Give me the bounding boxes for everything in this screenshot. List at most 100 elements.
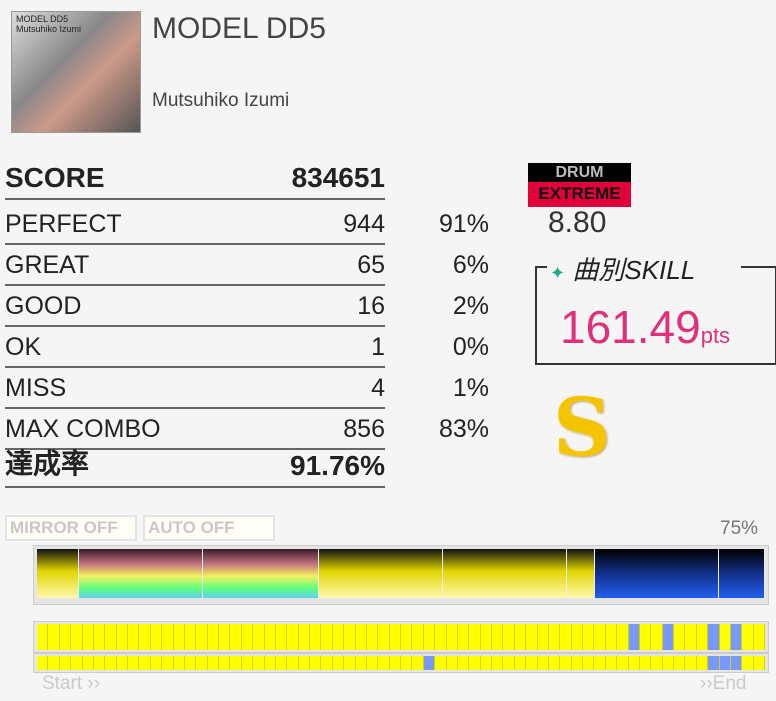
result-label: SCORE <box>5 162 105 193</box>
timeline-cell <box>93 656 106 670</box>
timeline-cell <box>139 656 151 670</box>
timeline-cell <box>71 656 83 670</box>
timeline-cell <box>116 624 128 650</box>
timeline-cell <box>321 624 333 650</box>
timeline-cell <box>355 624 367 650</box>
gauge-segment <box>78 549 203 598</box>
timeline-cell <box>571 624 583 650</box>
timeline-cell <box>730 656 743 670</box>
result-label: OK <box>5 333 42 361</box>
timeline-cell <box>526 624 538 650</box>
timeline-cell <box>480 624 492 650</box>
timeline-cell <box>344 656 356 670</box>
result-row: MAX COMBO 856 83% <box>5 410 489 450</box>
skill-unit: pts <box>700 323 731 348</box>
gauge-segment <box>318 549 444 598</box>
skill-value: 161.49pts <box>560 300 730 354</box>
timeline-cell <box>184 624 197 650</box>
difficulty-level: 8.80 <box>548 206 607 239</box>
timeline-cell <box>457 624 470 650</box>
result-value: 4 <box>371 374 385 402</box>
timeline-cell <box>264 656 276 670</box>
result-label: PERFECT <box>5 210 122 238</box>
timeline-cell <box>173 624 185 650</box>
timeline-cell <box>321 656 333 670</box>
timeline-cell <box>412 656 424 670</box>
timeline-cell <box>423 656 436 670</box>
timeline-cell <box>389 656 401 670</box>
timeline-cell <box>730 624 743 650</box>
difficulty-badge: DRUM EXTREME <box>528 163 631 207</box>
song-artist: Mutsuhiko Izumi <box>152 90 290 111</box>
timeline-cell <box>651 624 663 650</box>
timeline-cell <box>275 656 288 670</box>
timeline-cell <box>423 624 436 650</box>
timeline-cell <box>287 624 299 650</box>
timeline-cell <box>287 656 299 670</box>
result-percent: 91% <box>438 210 489 238</box>
timeline-cell <box>605 624 618 650</box>
timeline-cell <box>332 656 345 670</box>
timeline-cell <box>37 624 49 650</box>
timeline-cell <box>264 624 276 650</box>
timeline-cell <box>82 624 94 650</box>
timeline-cell <box>230 624 242 650</box>
timeline-cell <box>548 624 561 650</box>
timeline-cell <box>594 624 606 650</box>
gauge-segment <box>202 549 319 598</box>
timeline-cell <box>583 624 595 650</box>
result-percent: 83% <box>438 415 489 443</box>
timeline-cell <box>457 656 470 670</box>
timeline-cell <box>310 656 322 670</box>
timeline-cell <box>355 656 367 670</box>
result-label: GREAT <box>5 251 90 279</box>
timeline-cell <box>469 656 481 670</box>
timeline-cell <box>651 656 663 670</box>
timeline-cell <box>389 624 401 650</box>
timeline-cell <box>344 624 356 650</box>
timeline-cell <box>173 656 185 670</box>
timeline-cell <box>719 624 731 650</box>
timeline-cell <box>719 656 731 670</box>
timeline-cell <box>469 624 481 650</box>
gauge-graph <box>33 545 769 605</box>
timeline-bottom <box>33 653 769 673</box>
timeline-cell <box>548 656 561 670</box>
timeline-cell <box>93 624 106 650</box>
timeline-cell <box>128 656 140 670</box>
timeline-cell <box>184 656 197 670</box>
timeline-cell <box>48 624 60 650</box>
timeline-cell <box>753 656 765 670</box>
jacket-text: MODEL DD5 Mutsuhiko Izumi <box>16 14 82 34</box>
timeline-cell <box>662 656 674 670</box>
gauge-segment <box>567 549 596 598</box>
timeline-cell <box>742 624 754 650</box>
timeline-cell <box>366 624 379 650</box>
timeline-cell <box>628 656 640 670</box>
timeline-cell <box>219 624 231 650</box>
timeline-cell <box>560 624 572 650</box>
timeline-cell <box>82 656 94 670</box>
timeline-cell <box>742 656 754 670</box>
timeline-cell <box>571 656 583 670</box>
timeline-cell <box>583 656 595 670</box>
timeline-cell <box>435 656 447 670</box>
timeline-cell <box>139 624 151 650</box>
end-label: ››End <box>700 673 747 694</box>
timeline-cell <box>492 624 504 650</box>
result-row: SCORE 834651 <box>5 160 385 200</box>
result-percent: 0% <box>452 333 489 361</box>
song-jacket: MODEL DD5 Mutsuhiko Izumi <box>11 11 141 133</box>
result-value: 834651 <box>291 162 385 193</box>
timeline-cell <box>446 656 458 670</box>
timeline-cell <box>162 656 174 670</box>
timeline-cell <box>310 624 322 650</box>
timeline-cell <box>537 656 549 670</box>
timeline-cell <box>662 624 674 650</box>
timeline-cell <box>628 624 640 650</box>
rank-badge: S <box>553 380 611 474</box>
timeline-cell <box>241 656 254 670</box>
timeline-cell <box>696 624 709 650</box>
skill-label-text: 曲別SKILL <box>572 255 696 285</box>
gauge-segment <box>37 549 79 598</box>
